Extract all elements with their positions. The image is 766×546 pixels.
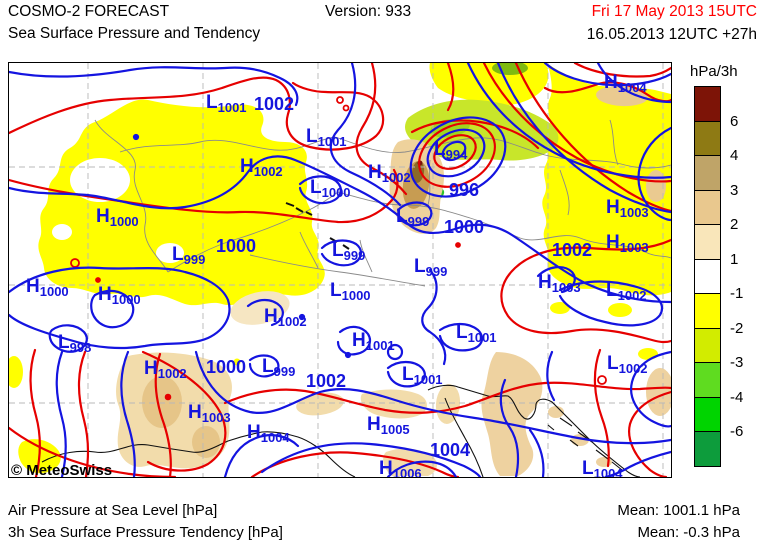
pressure-center-label: L1001 [306, 126, 347, 149]
product-title: COSMO-2 FORECAST [8, 3, 170, 20]
meteoswiss-copyright: © MeteoSwiss [11, 462, 112, 477]
colorbar-tick: 4 [730, 147, 739, 164]
pressure-center-label: L1001 [206, 92, 247, 115]
coastline [41, 202, 641, 477]
isobar-value-label: 1000 [444, 217, 484, 237]
footer-tendency-caption: 3h Sea Surface Pressure Tendency [hPa] [8, 524, 283, 541]
mean-pressure: Mean: 1001.1 hPa [617, 502, 740, 519]
colorbar-tick: 3 [730, 181, 739, 199]
isobar-value-label: 1002 [306, 371, 346, 391]
pressure-center-label: L999 [262, 356, 295, 379]
colorbar-tick: -6 [730, 423, 744, 440]
isobar-value-label: 1000 [216, 236, 256, 256]
colorbar-tick: -1 [730, 285, 744, 302]
run-info: 16.05.2013 12UTC +27h [586, 26, 757, 43]
isobar-value-label: 1002 [254, 94, 294, 114]
map-canvas: L1001 1002L1001H1002L1000H1002L994996H100… [9, 63, 671, 477]
pressure-center-label: H1001 [352, 330, 395, 353]
pressure-center-label: L999 [414, 256, 447, 279]
colorbar-block [694, 362, 721, 398]
colorbar-block [694, 224, 721, 260]
pressure-center-label: L1002 [606, 280, 647, 303]
isobar-value-label: 1000 [206, 357, 246, 377]
colorbar-block [694, 293, 721, 329]
colorbar-tick: -4 [730, 388, 744, 406]
mean-tendency: Mean: -0.3 hPa [637, 524, 740, 541]
valid-time: Fri 17 May 2013 15UTC [591, 3, 757, 20]
mean-values: Mean: 1001.1 hPa Mean: -0.3 hPa [617, 502, 740, 546]
isobar-value-label: 996 [449, 180, 479, 200]
colorbar-block [694, 327, 721, 363]
colorbar-block [694, 189, 721, 225]
isobar-value-label: 1002 [552, 240, 592, 260]
pressure-center-label: H1004 [247, 422, 290, 445]
colorbar-blocks [694, 86, 721, 467]
pressure-center-label: L1000 [310, 177, 351, 200]
footer-pressure-caption: Air Pressure at Sea Level [hPa] [8, 502, 218, 519]
colorbar-tick: -3 [730, 354, 744, 371]
colorbar-tick: 1 [730, 250, 739, 268]
tendency-patches [9, 63, 671, 476]
colorbar-tick: 2 [730, 216, 739, 233]
colorbar-block [694, 431, 721, 467]
graticule [9, 63, 671, 477]
colorbar-block [694, 120, 721, 156]
colorbar-block [694, 396, 721, 432]
isobar-value-label: 1004 [430, 440, 470, 460]
pressure-center-label: L1001 [456, 322, 497, 345]
pressure-center-label: H1003 [188, 402, 231, 425]
colorbar-block [694, 86, 721, 122]
colorbar-title: hPa/3h [690, 63, 738, 80]
forecast-map: L1001 1002 L1001 H1002 L1000 H1002 L994 996 H100… [8, 62, 672, 478]
colorbar-block [694, 155, 721, 191]
colorbar-block [694, 258, 721, 294]
product-subtitle: Sea Surface Pressure and Tendency [8, 25, 261, 42]
pressure-center-label: L999 [396, 206, 429, 229]
colorbar-tick: 6 [730, 112, 739, 130]
pressure-center-label: L1000 [330, 280, 371, 303]
pressure-isobars [9, 63, 671, 477]
tendency-isolines [9, 63, 671, 477]
colorbar-tick: -2 [730, 319, 744, 337]
model-version: Version: 933 [325, 3, 412, 20]
